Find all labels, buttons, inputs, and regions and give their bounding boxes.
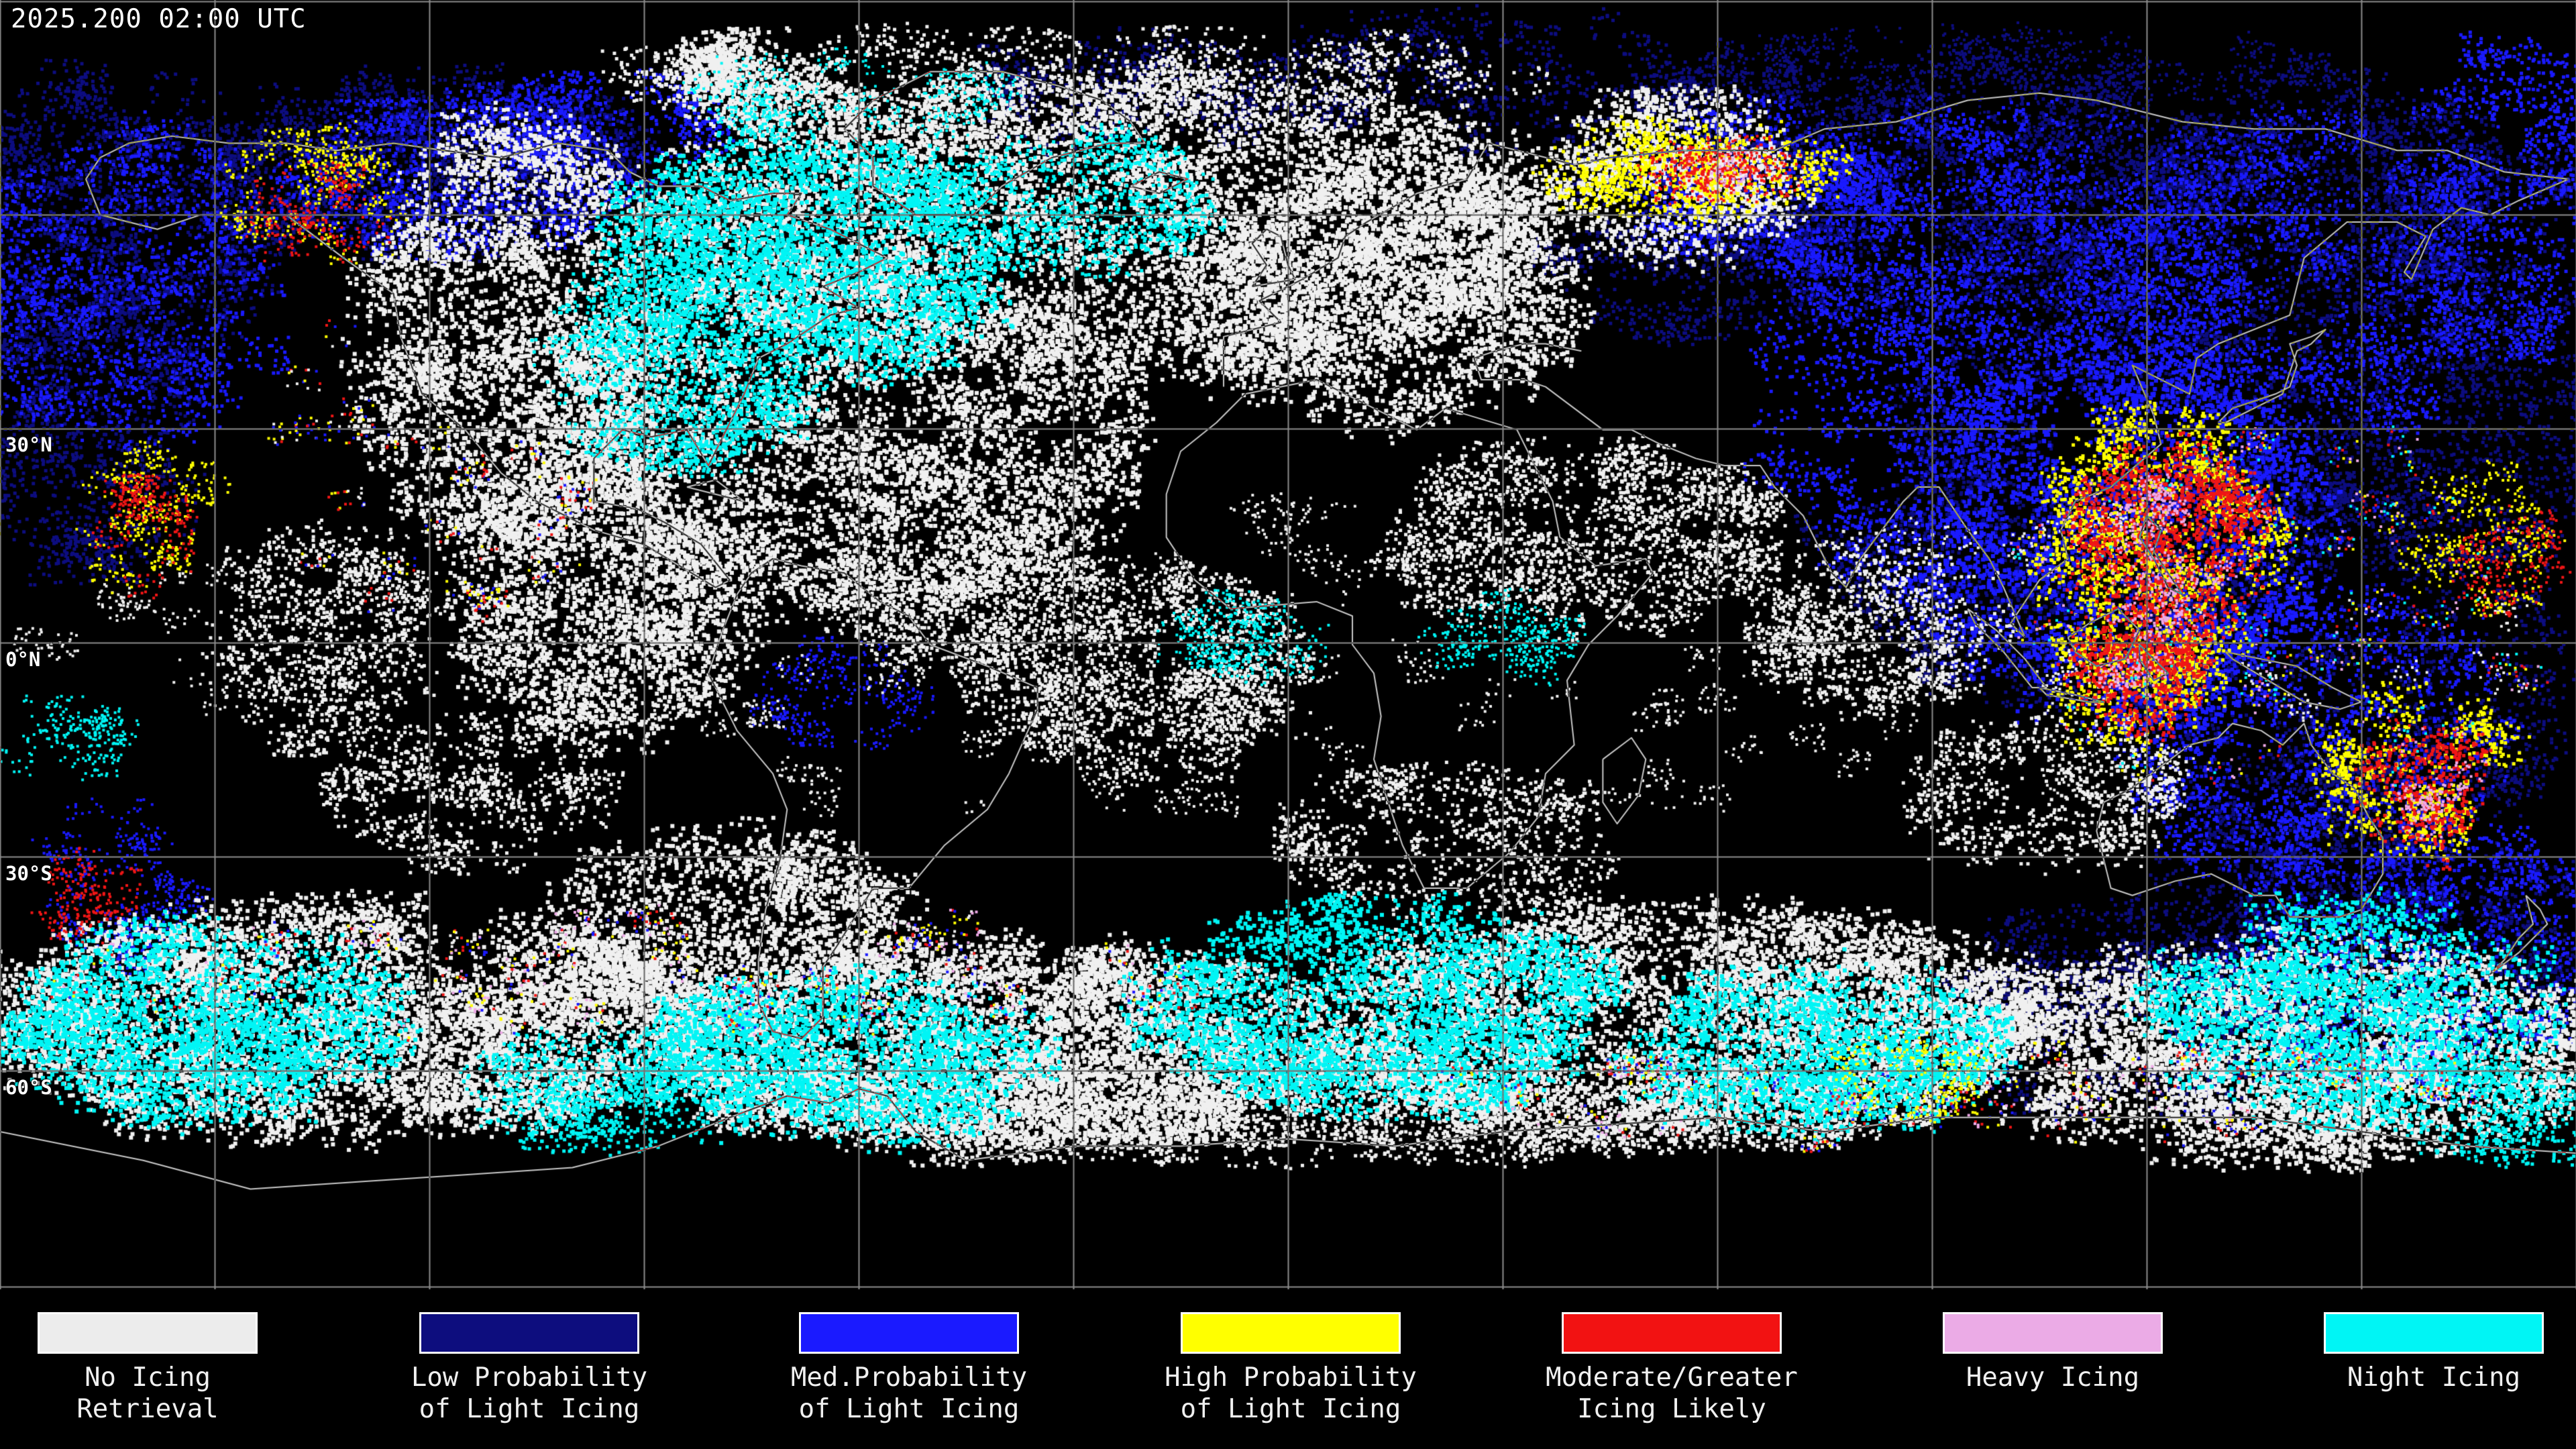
legend-label: Med.Probability of Light Icing [790,1362,1028,1424]
legend-label: Moderate/Greater Icing Likely [1546,1362,1798,1424]
legend-swatch-no-icing [38,1312,258,1354]
legend-swatch-night-icing [2324,1312,2544,1354]
legend: No Icing Retrieval Low Probability of Ligh… [0,1312,2576,1449]
legend-swatch-med-prob [799,1312,1019,1354]
legend-item-moderate-greater: Moderate/Greater Icing Likely [1497,1312,1846,1425]
legend-item-night-icing: Night Icing [2259,1312,2576,1393]
lat-label-0n: 0°N [5,648,41,671]
legend-item-low-prob: Low Probability of Light Icing [355,1312,704,1425]
legend-label: High Probability of Light Icing [1165,1362,1417,1424]
timestamp: 2025.200 02:00 UTC [11,4,307,34]
legend-swatch-high-prob [1181,1312,1401,1354]
legend-label: Heavy Icing [1966,1362,2140,1393]
legend-item-high-prob: High Probability of Light Icing [1116,1312,1465,1425]
legend-label: No Icing Retrieval [76,1362,219,1424]
world-icing-map [0,0,2576,1289]
legend-item-med-prob: Med.Probability of Light Icing [735,1312,1083,1425]
lat-label-30n: 30°N [5,433,52,456]
legend-label: Low Probability of Light Icing [411,1362,648,1424]
legend-item-heavy-icing: Heavy Icing [1878,1312,2227,1393]
legend-swatch-heavy-icing [1943,1312,2163,1354]
legend-swatch-moderate-greater [1562,1312,1782,1354]
lat-label-60s: 60°S [5,1076,52,1099]
legend-label: Night Icing [2347,1362,2521,1393]
legend-swatch-low-prob [419,1312,639,1354]
legend-item-no-icing: No Icing Retrieval [0,1312,322,1425]
lat-label-30s: 30°S [5,862,52,885]
